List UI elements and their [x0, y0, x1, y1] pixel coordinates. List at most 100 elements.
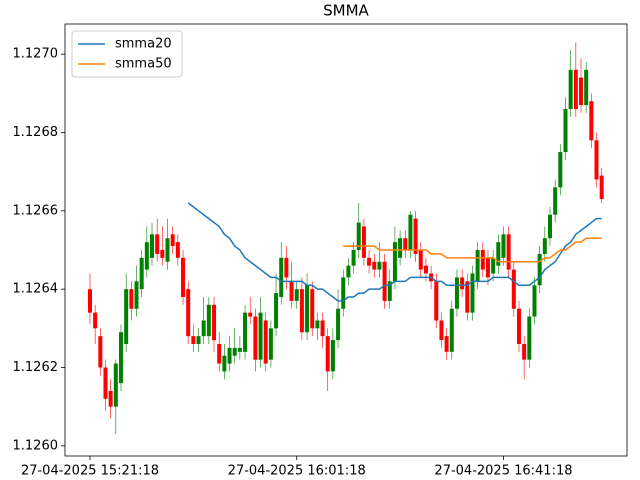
candle-body [341, 277, 346, 309]
candle-body [470, 273, 475, 313]
candle-body [263, 320, 268, 364]
candle-body [299, 289, 304, 333]
candle-body [248, 312, 253, 317]
candle-body [325, 336, 330, 372]
candle-body [387, 281, 392, 301]
candle-body [398, 238, 403, 258]
candle-body [186, 289, 191, 337]
candle-body [124, 289, 129, 344]
candle-body [563, 108, 568, 153]
legend-label: smma50 [115, 57, 172, 72]
candle-body [578, 77, 583, 106]
candle-body [485, 257, 490, 278]
candle-body [542, 238, 547, 254]
candle-body [418, 249, 423, 270]
x-tick-label: 27-04-2025 15:21:18 [21, 464, 159, 479]
candle-body [243, 312, 248, 352]
candle-body [113, 363, 118, 407]
candle-body [196, 336, 201, 344]
candle-body [537, 253, 542, 286]
candle-body [310, 289, 315, 329]
candle-body [403, 238, 408, 250]
y-tick-label: 1.1260 [13, 438, 59, 453]
candle-body [191, 336, 196, 344]
candle-body [258, 312, 263, 360]
y-tick-label: 1.1268 [13, 125, 59, 140]
candle-body [206, 304, 211, 337]
candle-body [181, 257, 186, 297]
candle-body [511, 269, 516, 309]
candle-body [150, 234, 155, 258]
candle-body [449, 308, 454, 352]
candle-body [155, 234, 160, 254]
line-series [343, 237, 602, 263]
y-tick-label: 1.1262 [13, 360, 59, 375]
candle-body [527, 316, 532, 360]
candle-body [175, 242, 180, 258]
candle-body [356, 222, 361, 250]
y-tick-label: 1.1270 [13, 47, 59, 62]
candle-body [516, 308, 521, 344]
candle-body [454, 277, 459, 309]
candle-body [558, 152, 563, 188]
candle-body [160, 249, 165, 258]
x-tick-label: 27-04-2025 16:41:18 [434, 464, 572, 479]
candle-body [289, 281, 294, 301]
candle-body [253, 316, 258, 360]
candle-body [279, 257, 284, 297]
candle-body [320, 320, 325, 337]
candle-body [434, 281, 439, 321]
candle-body [93, 312, 98, 329]
candle-body [506, 234, 511, 270]
candle-body [460, 277, 465, 290]
candle-body [134, 281, 139, 309]
candle-body [144, 242, 149, 270]
candle-body [98, 336, 103, 368]
candle-body [217, 343, 222, 364]
candle-body [553, 187, 558, 215]
candle-body [599, 175, 604, 200]
candle-body [501, 234, 506, 258]
candle-body [201, 320, 206, 337]
candle-body [336, 308, 341, 341]
candle-body [237, 347, 242, 352]
candle-body [268, 328, 273, 360]
candle-body [346, 265, 351, 278]
candle-body [227, 347, 232, 364]
candle-body [491, 257, 496, 274]
candle-body [367, 257, 372, 266]
candle-body [294, 289, 299, 301]
candle-body [480, 249, 485, 270]
chart-title: SMMA [323, 2, 369, 20]
candle-body [522, 343, 527, 360]
candle-body [118, 332, 123, 384]
legend: smma20 smma50 [71, 30, 183, 78]
candle-body [232, 347, 237, 356]
candle-body [465, 281, 470, 313]
y-tick-label: 1.1264 [13, 282, 59, 297]
candle-body [212, 304, 217, 341]
candle-body [305, 285, 310, 333]
candle-body [408, 214, 413, 250]
candle-body [547, 214, 552, 239]
candle-body [377, 261, 382, 270]
candle-body [361, 226, 366, 258]
candle-body [589, 101, 594, 141]
candle-body [222, 355, 227, 372]
candle-body [594, 140, 599, 180]
line-series [187, 202, 602, 302]
y-tick-label: 1.1266 [13, 203, 59, 218]
candle-body [284, 257, 289, 278]
candle-body [165, 238, 170, 262]
axes-frame [64, 23, 628, 457]
candle-body [139, 257, 144, 290]
candle-body [584, 69, 589, 106]
candle-body [423, 265, 428, 274]
candle-body [413, 218, 418, 254]
candle-body [315, 320, 320, 329]
legend-box [71, 30, 183, 78]
candle-body [568, 69, 573, 109]
candle-body [108, 390, 113, 407]
